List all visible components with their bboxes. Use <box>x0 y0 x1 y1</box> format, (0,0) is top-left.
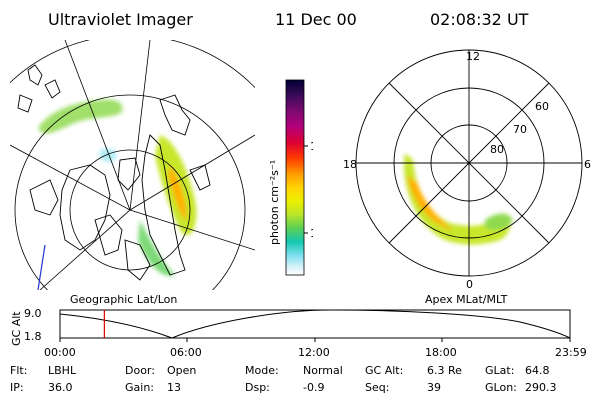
geo-panel-label: Geographic Lat/Lon <box>70 293 178 306</box>
geo-meridians <box>10 40 255 290</box>
mlt-label-18: 18 <box>343 158 357 171</box>
time-label: 02:08:32 UT <box>430 10 529 29</box>
info-value: 6.3 Re <box>427 364 462 377</box>
app-title: Ultraviolet Imager <box>48 10 193 29</box>
colorbar: 100 10 photon cm⁻²s⁻¹ <box>268 79 313 276</box>
apex-panel-label: Apex MLat/MLT <box>425 293 508 306</box>
xtick-0600: 06:00 <box>170 346 202 359</box>
lat-label-70: 70 <box>513 123 527 136</box>
lat-label-60: 60 <box>535 100 549 113</box>
info-key: GLon: <box>485 381 517 394</box>
xtick-2359: 23:59 <box>555 346 587 359</box>
info-key: Door: <box>125 364 155 377</box>
apex-polar-panel: 12 18 6 0 60 70 80 <box>343 49 591 290</box>
geo-sun-line <box>37 244 46 290</box>
colorbar-tick-10: 10 <box>310 227 313 240</box>
altitude-ymin: 1.8 <box>24 330 42 343</box>
mlt-label-12: 12 <box>466 50 480 63</box>
apex-mlt-spokes <box>356 50 582 276</box>
info-value: 36.0 <box>48 381 73 394</box>
info-value: 64.8 <box>525 364 550 377</box>
info-value: -0.9 <box>303 381 325 394</box>
info-key: GC Alt: <box>365 364 404 377</box>
colorbar-gradient <box>285 79 305 276</box>
info-value: Open <box>167 364 197 377</box>
info-value: LBHL <box>48 364 77 377</box>
geographic-image-panel <box>10 40 255 290</box>
colorbar-unit-label: photon cm⁻²s⁻¹ <box>268 160 281 245</box>
info-key: GLat: <box>485 364 515 377</box>
apex-aurora-emission <box>404 153 513 245</box>
info-value: Normal <box>303 364 343 377</box>
info-key: IP: <box>10 381 24 394</box>
info-value: 13 <box>167 381 181 394</box>
info-key: Mode: <box>245 364 279 377</box>
altitude-frame <box>59 309 571 339</box>
geo-coastlines <box>17 64 211 281</box>
altitude-ylabel: GC Alt <box>10 311 23 346</box>
lat-label-80: 80 <box>490 143 504 156</box>
info-key: Dsp: <box>245 381 270 394</box>
colorbar-tick-100: 100 <box>310 140 313 153</box>
date-label: 11 Dec 00 <box>275 10 357 29</box>
info-key: Flt: <box>10 364 28 377</box>
info-key: Seq: <box>365 381 390 394</box>
altitude-ymax: 9.0 <box>24 307 42 320</box>
mlt-label-0: 0 <box>466 278 473 290</box>
info-value: 39 <box>427 381 441 394</box>
mlt-label-6: 6 <box>584 158 591 171</box>
geo-aurora-emission <box>38 99 197 276</box>
xtick-1800: 18:00 <box>425 346 457 359</box>
xtick-1200: 12:00 <box>298 346 330 359</box>
xtick-0000: 00:00 <box>44 346 76 359</box>
altitude-curve <box>59 309 571 339</box>
info-key: Gain: <box>125 381 154 394</box>
info-value: 290.3 <box>525 381 557 394</box>
geo-latitude-circles <box>10 40 255 290</box>
altitude-plot: GC Alt 9.0 1.8 00:00 06:00 12:00 18:00 2… <box>10 307 587 359</box>
